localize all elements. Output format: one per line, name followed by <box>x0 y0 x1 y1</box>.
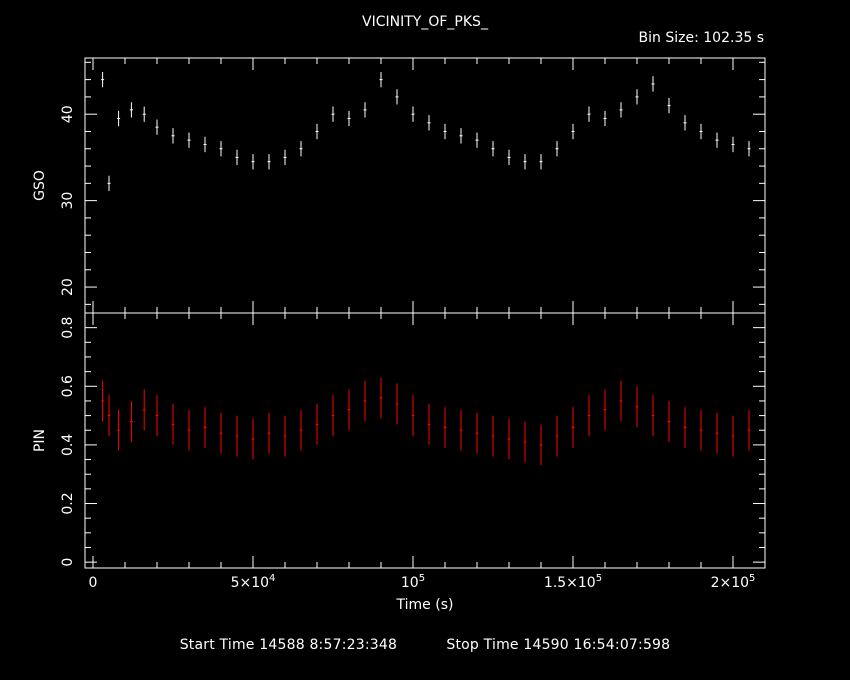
pin-panel-frame <box>84 312 766 569</box>
chart-title: VICINITY_OF_PKS_ <box>362 14 488 30</box>
gso-axis-title: GSO <box>32 170 48 201</box>
xtick-label: 1.5×105 <box>544 573 602 591</box>
xtick-label-exponent: 4 <box>269 573 275 584</box>
pin-series <box>101 377 751 466</box>
xtick-label: 5×104 <box>231 573 276 591</box>
gso-ytick-label: 20 <box>60 278 76 296</box>
time-range-footer: Start Time 14588 8:57:23:348 Stop Time 1… <box>0 637 850 653</box>
pin-ytick-label: 0.6 <box>60 375 76 397</box>
axis-labels: GSO PIN <box>32 170 48 452</box>
pin-ytick-label: 0.2 <box>60 492 76 514</box>
bin-size-label: Bin Size: 102.35 s <box>638 30 764 46</box>
xtick-label-exponent: 5 <box>749 573 755 584</box>
xtick-label: 2×105 <box>711 573 756 591</box>
xtick-label: 0 <box>89 575 98 591</box>
gso-ytick-label: 30 <box>60 192 76 210</box>
gso-axis-ticks: 20 30 40 <box>60 58 765 313</box>
x-axis-label: Time (s) <box>396 597 454 613</box>
gso-series <box>101 71 751 191</box>
pin-ytick-label: 0 <box>60 558 76 567</box>
pin-ytick-label: 0.4 <box>60 434 76 456</box>
gso-ytick-label: 40 <box>60 105 76 123</box>
pin-ytick-label: 0.8 <box>60 317 76 339</box>
pin-axis-ticks: 00.20.40.60.80 5×104 105 1.5×105 2×105 <box>60 313 765 591</box>
xtick-label-exponent: 5 <box>419 573 425 584</box>
pin-axis-title: PIN <box>32 429 48 452</box>
start-time-label: Start Time 14588 8:57:23:348 <box>179 637 398 653</box>
stop-time-label: Stop Time 14590 16:54:07:598 <box>446 637 671 653</box>
xtick-label-exponent: 5 <box>596 573 602 584</box>
